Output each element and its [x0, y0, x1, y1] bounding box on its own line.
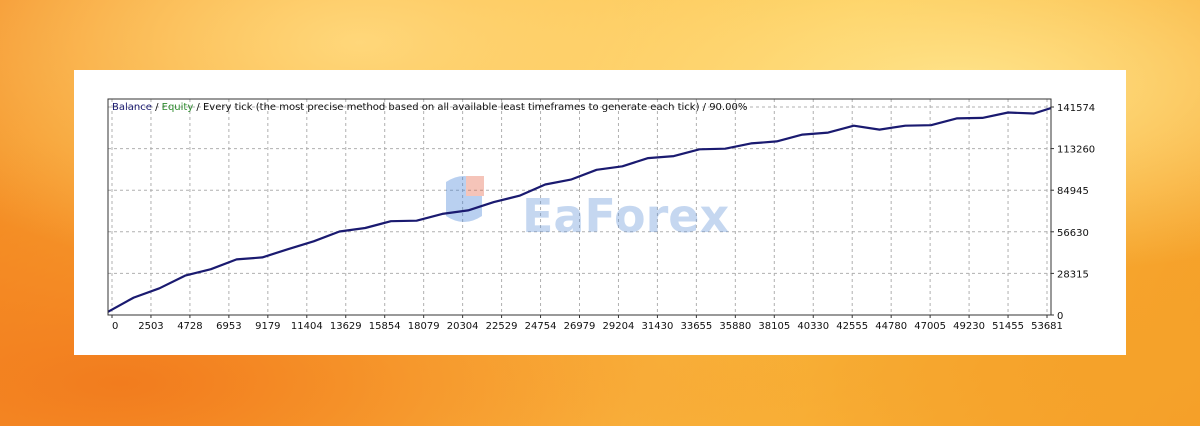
- x-tick-label: 6953: [216, 321, 241, 332]
- x-tick-label: 38105: [758, 321, 790, 332]
- x-tick-label: 13629: [330, 321, 362, 332]
- x-tick-label: 0: [112, 321, 118, 332]
- y-tick-label: 56630: [1057, 228, 1089, 239]
- chart-panel: EaForex 0 2503 4728 6953 9179 11404 13629 15854…: [74, 70, 1126, 355]
- watermark-text: EaForex: [522, 189, 729, 243]
- y-tick-label: 84945: [1057, 186, 1089, 197]
- legend-description: / Every tick (the most precise method ba…: [193, 102, 747, 113]
- x-tick-label: 2503: [138, 321, 163, 332]
- balance-line: [107, 107, 1052, 313]
- x-axis-ticks: 0 2503 4728 6953 9179 11404 13629 15854 18079 203…: [111, 315, 1063, 332]
- chart-legend: Balance / Equity / Every tick (the most …: [112, 102, 747, 113]
- x-tick-label: 22529: [486, 321, 518, 332]
- y-tick-label: 141574: [1057, 103, 1095, 114]
- x-tick-label: 24754: [525, 321, 557, 332]
- x-tick-label: 35880: [719, 321, 751, 332]
- x-tick-label: 4728: [177, 321, 202, 332]
- grid: [108, 99, 1051, 316]
- legend-separator: /: [152, 102, 162, 113]
- x-tick-label: 47005: [914, 321, 946, 332]
- legend-equity: Equity: [162, 102, 194, 113]
- x-tick-label: 18079: [408, 321, 440, 332]
- x-tick-label: 42555: [836, 321, 868, 332]
- watermark-logo: EaForex: [446, 176, 729, 243]
- watermark-logo-icon-accent: [466, 176, 484, 196]
- y-axis-ticks: 0 28315 56630 84945 113260 141574: [1051, 103, 1095, 322]
- x-tick-label: 33655: [680, 321, 712, 332]
- x-tick-label: 51455: [992, 321, 1024, 332]
- x-tick-label: 49230: [953, 321, 985, 332]
- x-tick-label: 15854: [369, 321, 401, 332]
- x-tick-label: 40330: [797, 321, 829, 332]
- x-tick-label: 11404: [291, 321, 323, 332]
- x-tick-label: 9179: [255, 321, 280, 332]
- y-tick-label: 113260: [1057, 145, 1095, 156]
- y-tick-label: 0: [1057, 311, 1063, 322]
- x-tick-label: 29204: [603, 321, 635, 332]
- x-tick-label: 31430: [642, 321, 674, 332]
- x-tick-label: 20304: [447, 321, 479, 332]
- y-tick-label: 28315: [1057, 269, 1089, 280]
- x-tick-label: 53681: [1031, 321, 1063, 332]
- series-layer: [107, 107, 1052, 313]
- watermark-logo-icon: [446, 176, 482, 222]
- x-tick-label: 44780: [875, 321, 907, 332]
- x-tick-label: 26979: [564, 321, 596, 332]
- balance-chart: EaForex 0 2503 4728 6953 9179 11404 13629 15854…: [107, 98, 1095, 332]
- legend-balance: Balance: [112, 102, 152, 113]
